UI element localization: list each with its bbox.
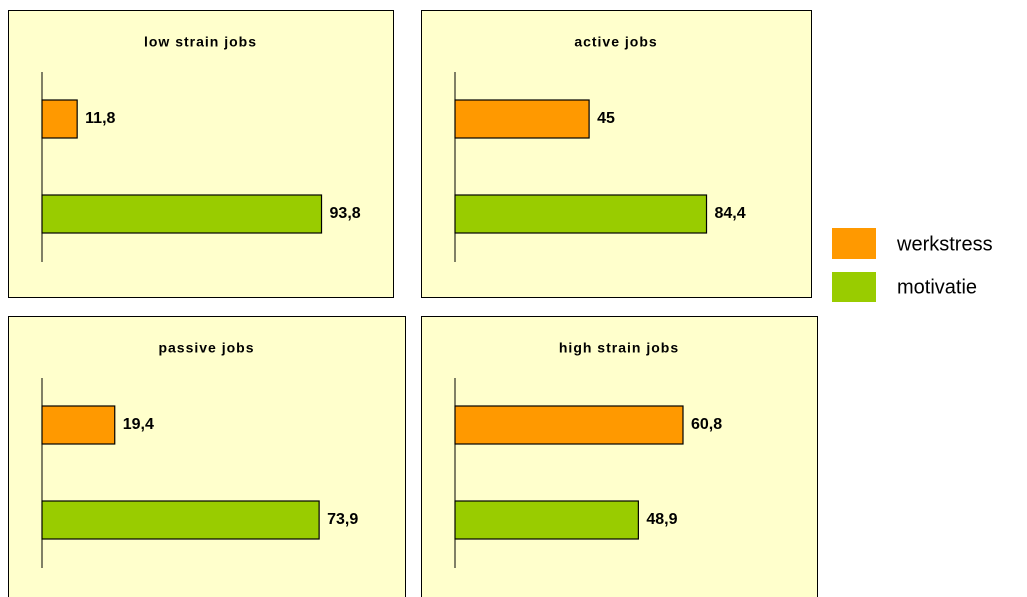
chart-title: active jobs: [574, 34, 657, 50]
panel: [8, 10, 394, 298]
value-label: 48,9: [646, 511, 677, 528]
bar: [41, 194, 323, 234]
legend-label: motivatie: [897, 276, 977, 298]
legend-label: werkstress: [896, 233, 993, 255]
chart-title: low strain jobs: [144, 34, 257, 50]
value-label: 60,8: [691, 416, 722, 433]
legend-swatch: [832, 228, 876, 259]
chart-title: high strain jobs: [559, 340, 679, 356]
bar: [454, 500, 639, 540]
value-label: 19,4: [123, 416, 154, 433]
value-label: 11,8: [85, 110, 115, 127]
bar: [41, 500, 320, 540]
bar: [454, 194, 708, 234]
panel: [421, 10, 812, 298]
panel: [421, 316, 818, 597]
value-label: 45: [597, 110, 615, 127]
bar: [41, 405, 116, 445]
chart-title: passive jobs: [158, 340, 254, 356]
panel: [8, 316, 406, 597]
value-label: 73,9: [327, 511, 358, 528]
legend-swatch: [832, 272, 876, 302]
bar: [41, 99, 78, 139]
bar: [454, 99, 590, 139]
bar: [454, 405, 684, 445]
value-label: 93,8: [330, 205, 361, 222]
value-label: 84,4: [715, 205, 746, 222]
